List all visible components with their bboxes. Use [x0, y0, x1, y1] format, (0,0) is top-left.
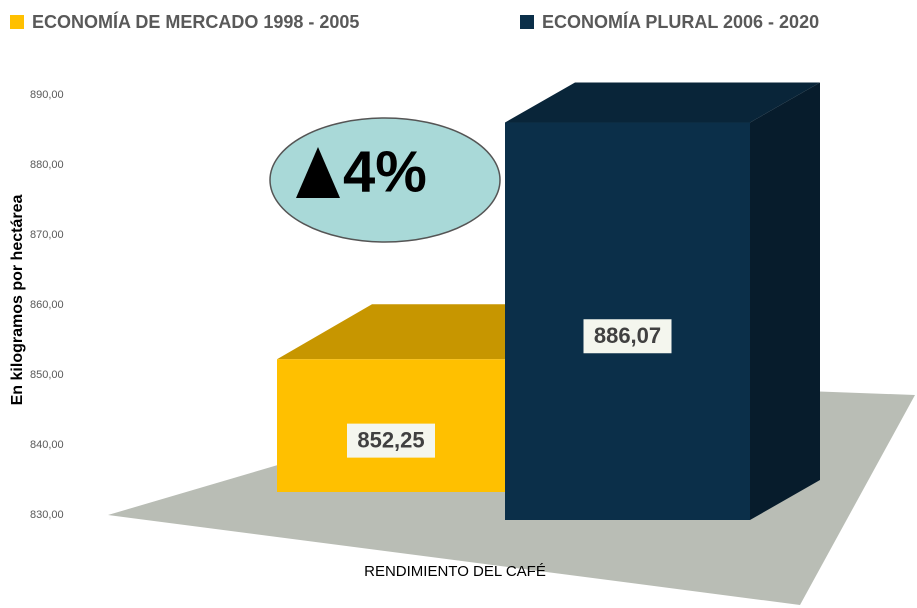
value-label: 852,25 — [357, 427, 424, 452]
x-tick-label: RENDIMIENTO DEL CAFÉ — [364, 563, 546, 580]
legend-swatch — [10, 15, 24, 29]
value-label: 886,07 — [594, 323, 661, 348]
y-tick-label: 840,00 — [30, 439, 64, 451]
bar-top — [505, 82, 820, 123]
bar-side — [750, 82, 820, 520]
annotation-bubble — [269, 117, 501, 243]
value-label-bg — [583, 319, 672, 354]
y-tick-label: 830,00 — [30, 509, 64, 521]
up-triangle — [296, 147, 340, 198]
value-label-bg — [347, 423, 435, 458]
legend-label: ECONOMÍA PLURAL 2006 - 2020 — [542, 11, 819, 32]
y-tick-label: 850,00 — [30, 369, 64, 381]
y-tick-label: 870,00 — [30, 229, 64, 241]
legend-swatch — [520, 15, 534, 29]
y-tick-label: 890,00 — [30, 89, 64, 101]
y-axis-label: En kilogramos por hectárea — [9, 195, 26, 406]
y-tick-label: 860,00 — [30, 299, 64, 311]
y-tick-label: 880,00 — [30, 159, 64, 171]
legend-label: ECONOMÍA DE MERCADO 1998 - 2005 — [32, 11, 359, 32]
annotation: 4% — [343, 139, 427, 204]
